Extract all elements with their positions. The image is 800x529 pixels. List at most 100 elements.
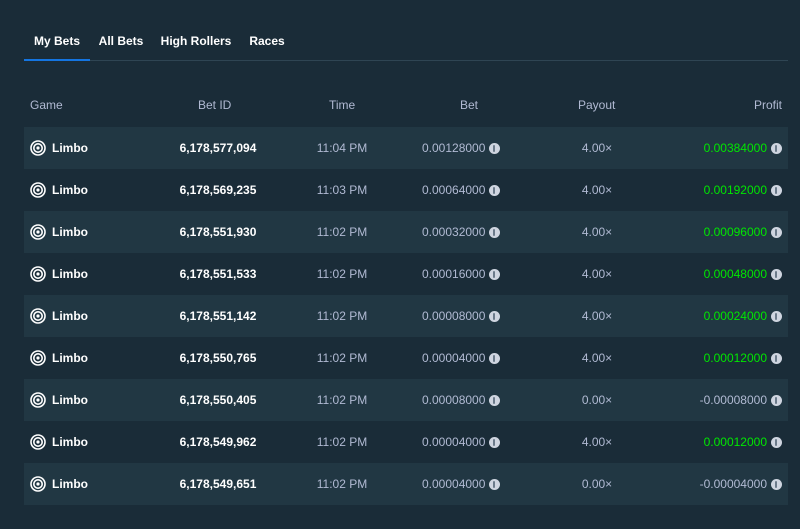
bet-amount-cell: 0.00004000 (422, 337, 501, 379)
bet-time: 11:02 PM (316, 225, 368, 239)
game-cell[interactable]: Limbo (30, 253, 88, 295)
litecoin-icon (489, 268, 501, 280)
bets-table-body: Limbo 6,178,577,094 11:04 PM 0.00128000 4.00… (24, 127, 788, 505)
bet-time: 11:02 PM (316, 477, 368, 491)
target-icon (30, 392, 46, 408)
table-row[interactable]: Limbo 6,178,569,235 11:03 PM 0.00064000 4.00… (24, 169, 788, 211)
profit-cell: 0.00048000 (704, 253, 782, 295)
game-name[interactable]: Limbo (52, 351, 88, 365)
bet-amount: 0.00128000 (422, 141, 486, 155)
payout: 4.00× (581, 309, 613, 323)
game-cell[interactable]: Limbo (30, 379, 88, 421)
column-header-game: Game (30, 98, 63, 112)
bet-id[interactable]: 6,178,551,930 (179, 225, 257, 239)
payout: 4.00× (581, 267, 613, 281)
target-icon (30, 434, 46, 450)
game-name[interactable]: Limbo (52, 267, 88, 281)
game-name[interactable]: Limbo (52, 309, 88, 323)
column-header-bet-id: Bet ID (198, 98, 232, 112)
table-row[interactable]: Limbo 6,178,577,094 11:04 PM 0.00128000 4.00… (24, 127, 788, 169)
bets-tabs: My Bets All Bets High Rollers Races (24, 22, 788, 61)
litecoin-icon (771, 184, 782, 196)
bet-time: 11:02 PM (316, 351, 368, 365)
profit-amount: 0.00192000 (703, 183, 767, 197)
table-row[interactable]: Limbo 6,178,549,962 11:02 PM 0.00004000 4.00… (24, 421, 788, 463)
bet-amount-cell: 0.00032000 (422, 211, 501, 253)
game-cell[interactable]: Limbo (30, 211, 88, 253)
litecoin-icon (771, 268, 782, 280)
litecoin-icon (489, 310, 501, 322)
column-header-bet: Bet (460, 98, 479, 112)
profit-amount: 0.00384000 (703, 141, 767, 155)
game-name[interactable]: Limbo (52, 141, 88, 155)
litecoin-icon (489, 478, 501, 490)
game-name[interactable]: Limbo (52, 435, 88, 449)
game-name[interactable]: Limbo (52, 393, 88, 407)
profit-cell: 0.00012000 (704, 337, 782, 379)
column-header-payout: Payout (578, 98, 616, 112)
bet-id[interactable]: 6,178,551,142 (179, 309, 257, 323)
litecoin-icon (489, 184, 501, 196)
payout: 4.00× (581, 351, 613, 365)
profit-cell: 0.00024000 (704, 295, 782, 337)
bet-id[interactable]: 6,178,549,651 (179, 477, 257, 491)
bet-id[interactable]: 6,178,551,533 (179, 267, 257, 281)
target-icon (30, 476, 46, 492)
table-row[interactable]: Limbo 6,178,551,533 11:02 PM 0.00016000 4.00… (24, 253, 788, 295)
bet-id[interactable]: 6,178,550,405 (179, 393, 257, 407)
game-name[interactable]: Limbo (52, 225, 88, 239)
table-row[interactable]: Limbo 6,178,549,651 11:02 PM 0.00004000 0.00… (24, 463, 788, 505)
litecoin-icon (489, 436, 501, 448)
game-cell[interactable]: Limbo (30, 169, 88, 211)
tab-all-bets[interactable]: All Bets (98, 34, 144, 48)
bet-amount: 0.00032000 (422, 225, 486, 239)
profit-amount: 0.00048000 (703, 267, 767, 281)
litecoin-icon (771, 142, 782, 154)
game-name[interactable]: Limbo (52, 183, 88, 197)
game-cell[interactable]: Limbo (30, 421, 88, 463)
bet-time: 11:03 PM (316, 183, 368, 197)
bet-amount: 0.00004000 (422, 435, 486, 449)
payout: 4.00× (581, 141, 613, 155)
payout: 4.00× (581, 225, 613, 239)
litecoin-icon (771, 394, 782, 406)
litecoin-icon (771, 436, 782, 448)
bet-time: 11:02 PM (316, 435, 368, 449)
table-row[interactable]: Limbo 6,178,551,142 11:02 PM 0.00008000 4.00… (24, 295, 788, 337)
litecoin-icon (489, 394, 501, 406)
game-cell[interactable]: Limbo (30, 337, 88, 379)
profit-amount: 0.00096000 (703, 225, 767, 239)
profit-cell: 0.00384000 (704, 127, 782, 169)
bet-amount-cell: 0.00016000 (422, 253, 501, 295)
bet-amount-cell: 0.00064000 (422, 169, 501, 211)
profit-amount: -0.00004000 (699, 477, 767, 491)
bet-time: 11:02 PM (316, 393, 368, 407)
bet-id[interactable]: 6,178,577,094 (179, 141, 257, 155)
profit-cell: 0.00096000 (704, 211, 782, 253)
tab-high-rollers[interactable]: High Rollers (160, 34, 232, 48)
game-name[interactable]: Limbo (52, 477, 88, 491)
column-header-time: Time (329, 98, 356, 112)
profit-amount: 0.00012000 (703, 351, 767, 365)
game-cell[interactable]: Limbo (30, 127, 88, 169)
table-row[interactable]: Limbo 6,178,550,765 11:02 PM 0.00004000 4.00… (24, 337, 788, 379)
bet-amount-cell: 0.00004000 (422, 463, 501, 505)
profit-amount: 0.00024000 (703, 309, 767, 323)
bet-id[interactable]: 6,178,569,235 (179, 183, 257, 197)
profit-cell: 0.00192000 (704, 169, 782, 211)
table-row[interactable]: Limbo 6,178,550,405 11:02 PM 0.00008000 0.00… (24, 379, 788, 421)
litecoin-icon (489, 352, 501, 364)
table-row[interactable]: Limbo 6,178,551,930 11:02 PM 0.00032000 4.00… (24, 211, 788, 253)
payout: 4.00× (581, 435, 613, 449)
game-cell[interactable]: Limbo (30, 295, 88, 337)
column-header-profit: Profit (753, 98, 782, 112)
game-cell[interactable]: Limbo (30, 463, 88, 505)
tab-my-bets[interactable]: My Bets (24, 22, 90, 61)
tab-races[interactable]: Races (249, 34, 285, 48)
litecoin-icon (489, 226, 501, 238)
bet-id[interactable]: 6,178,550,765 (179, 351, 257, 365)
bet-id[interactable]: 6,178,549,962 (179, 435, 257, 449)
target-icon (30, 224, 46, 240)
bet-amount: 0.00004000 (422, 351, 486, 365)
profit-amount: 0.00012000 (703, 435, 767, 449)
